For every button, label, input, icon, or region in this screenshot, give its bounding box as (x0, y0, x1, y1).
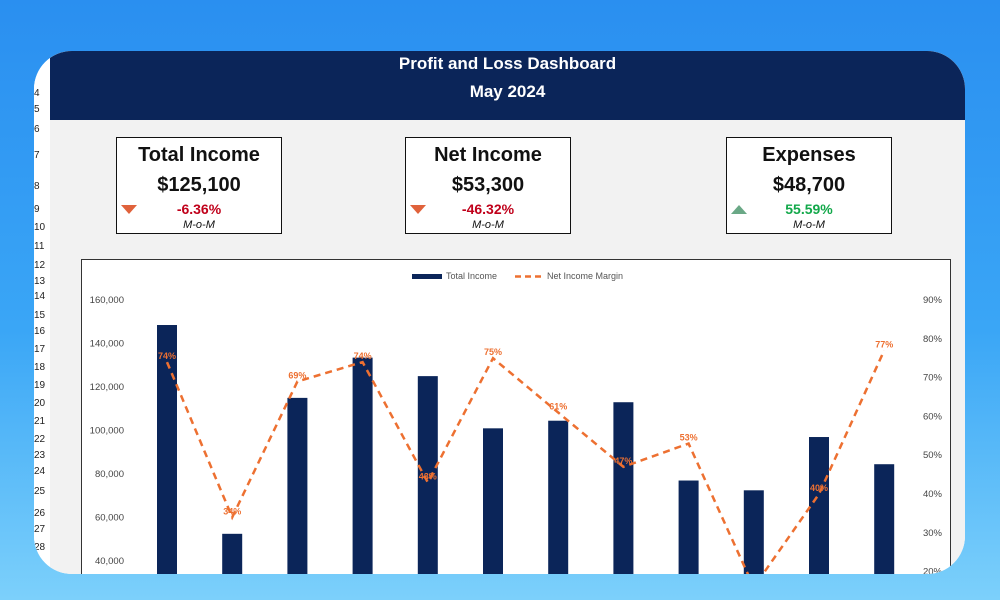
row-number: 9 (34, 204, 40, 215)
row-number: 28 (34, 542, 46, 553)
margin-data-label: 74% (354, 351, 372, 361)
row-number: 8 (34, 181, 40, 192)
row-number: 21 (34, 416, 46, 427)
margin-data-label: 34% (223, 506, 241, 516)
income-margin-chart[interactable]: 160,000 140,000 120,000 100,000 80,000 60,000… (81, 259, 951, 574)
row-number: 15 (34, 310, 46, 321)
expenses-card: Expenses $48,700 55.59% M-o-M (726, 137, 892, 234)
row-number: 25 (34, 486, 46, 497)
bar-total-income (287, 397, 308, 574)
chart-svg: 160,000 140,000 120,000 100,000 80,000 60,000… (90, 271, 943, 574)
card-value: $53,300 (451, 174, 525, 196)
bar-total-income (874, 464, 895, 574)
dashboard-title: Profit and Loss Dashboard (398, 54, 617, 73)
y-left-tick-label: 60,000 (95, 513, 124, 524)
bar-total-income (222, 533, 243, 574)
y-right-tick-label: 20% (923, 567, 943, 574)
row-number: 7 (34, 150, 40, 161)
y-left-tick-label: 160,000 (90, 295, 124, 306)
row-number: 12 (34, 260, 46, 271)
margin-data-label: 53% (680, 433, 698, 443)
row-number-column: 4 5 6 7 8 9 10 11 12 13 14 15 16 17 18 19 20 21 22 23 24 25 26… (34, 51, 50, 574)
card-change: -6.36% (176, 201, 222, 217)
row-number: 19 (34, 380, 46, 391)
margin-data-label: 75% (484, 347, 502, 357)
y-left-tick-label: 40,000 (95, 556, 124, 567)
net-income-margin-line (165, 349, 886, 574)
row-number: 18 (34, 362, 46, 373)
bar-total-income (417, 376, 438, 574)
card-change: -46.32% (461, 201, 515, 217)
card-value: $125,100 (157, 174, 241, 196)
bar-total-income (743, 490, 764, 574)
margin-data-label: 61% (549, 402, 567, 412)
margin-data-label: 69% (288, 370, 306, 380)
y-left-tick-label: 140,000 (90, 339, 124, 350)
row-number: 11 (34, 241, 45, 252)
net-income-card: Net Income $53,300 -46.32% M-o-M (405, 137, 571, 234)
bar-total-income (483, 428, 503, 574)
down-arrow-icon (121, 205, 137, 214)
worksheet: Profit and Loss Dashboard May 2024 Total… (50, 51, 965, 574)
card-period: M-o-M (472, 219, 504, 231)
bar-total-income (809, 437, 829, 574)
total-income-card: Total Income $125,100 -6.36% M-o-M (116, 137, 282, 234)
y-right-tick-label: 70% (923, 373, 943, 384)
row-number: 10 (34, 222, 46, 233)
row-number: 27 (34, 524, 46, 535)
card-period: M-o-M (793, 219, 825, 231)
margin-data-label: 40% (810, 483, 828, 493)
card-label: Expenses (762, 144, 856, 166)
up-arrow-icon (731, 205, 747, 214)
bar-total-income (678, 480, 699, 574)
y-right-tick-label: 60% (923, 411, 943, 422)
row-number: 13 (34, 276, 46, 287)
card-label: Total Income (138, 144, 260, 166)
bar-total-income (352, 357, 373, 574)
dashboard-window: 4 5 6 7 8 9 10 11 12 13 14 15 16 17 18 19 20 21 22 23 24 25 26… (34, 51, 965, 574)
row-number: 16 (34, 326, 46, 337)
y-left-tick-label: 120,000 (90, 382, 124, 393)
margin-data-label: 77% (875, 339, 893, 349)
bar-total-income (548, 420, 569, 574)
row-number: 22 (34, 434, 46, 445)
bar-total-income (613, 402, 634, 574)
dashboard-header: Profit and Loss Dashboard May 2024 (50, 51, 965, 120)
card-period: M-o-M (183, 219, 215, 231)
margin-data-label: 43% (419, 471, 437, 481)
y-right-tick-label: 90% (923, 295, 943, 306)
card-change: 55.59% (785, 201, 833, 217)
y-left-tick-label: 80,000 (95, 469, 124, 480)
y-left-tick-label: 100,000 (90, 426, 124, 437)
row-number: 29 (34, 560, 46, 571)
y-right-tick-label: 50% (923, 450, 943, 461)
y-right-tick-label: 40% (923, 489, 943, 500)
card-label: Net Income (434, 144, 542, 166)
margin-data-label: 47% (614, 456, 632, 466)
row-number: 4 (34, 88, 40, 99)
row-number: 17 (34, 344, 46, 355)
legend-label: Total Income (446, 271, 497, 281)
y-right-tick-label: 80% (923, 334, 943, 345)
card-value: $48,700 (772, 174, 846, 196)
row-number: 23 (34, 450, 46, 461)
row-number: 24 (34, 466, 46, 477)
bar-total-income (157, 325, 177, 574)
down-arrow-icon (410, 205, 426, 214)
dashboard-period: May 2024 (469, 82, 546, 101)
y-right-tick-label: 30% (923, 528, 943, 539)
row-number: 20 (34, 398, 46, 409)
row-number: 14 (34, 291, 46, 302)
row-number: 26 (34, 508, 46, 519)
margin-data-label: 74% (158, 351, 176, 361)
row-number: 6 (34, 124, 40, 135)
legend-label: Net Income Margin (547, 271, 623, 281)
row-number: 5 (34, 104, 40, 115)
legend-swatch-total-income (412, 274, 442, 279)
